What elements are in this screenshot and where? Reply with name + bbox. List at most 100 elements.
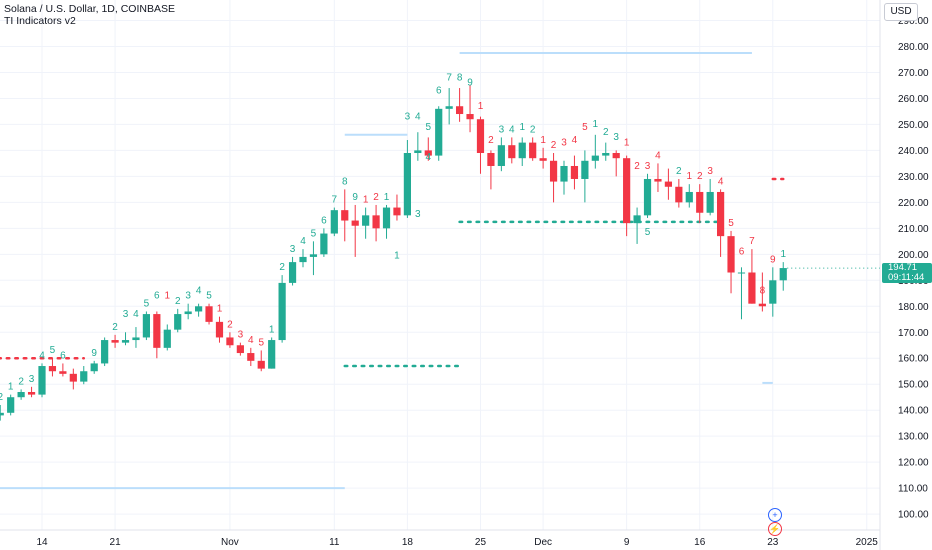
y-tick-label: 100.00: [898, 510, 929, 521]
sequence-count-label: 4: [655, 150, 661, 161]
sequence-count-label: 4: [248, 335, 254, 346]
sequence-count-label: 1: [540, 135, 546, 146]
sequence-count-label: 1: [780, 249, 786, 260]
sequence-count-label: 1: [217, 304, 223, 315]
candle-body: [288, 262, 297, 283]
indicator-title[interactable]: TI Indicators v2: [4, 15, 76, 27]
candle-body: [456, 106, 464, 115]
candle-body: [111, 340, 119, 343]
last-price: 194.71: [888, 262, 918, 273]
sequence-count-label: 4: [39, 350, 45, 361]
sequence-count-label: 4: [133, 309, 139, 320]
sequence-count-label: 4: [415, 111, 421, 122]
x-tick-label: 18: [402, 537, 414, 548]
candle-body: [497, 145, 505, 166]
sequence-count-label: 9: [352, 192, 358, 203]
sequence-count-label: 2: [227, 319, 233, 330]
sequence-count-label: 2: [175, 296, 181, 307]
sequence-count-label: 6: [60, 350, 66, 361]
candle-body: [341, 210, 349, 221]
candle-body: [7, 397, 15, 413]
candle-body: [226, 337, 234, 346]
y-tick-label: 210.00: [898, 224, 929, 235]
sequence-count-label: 3: [499, 124, 505, 135]
sequence-count-label: 9: [91, 348, 97, 359]
sequence-count-label: 2: [279, 262, 285, 273]
y-tick-label: 200.00: [898, 250, 929, 261]
currency-button[interactable]: USD: [884, 3, 918, 21]
candle-body: [696, 191, 704, 213]
plus-icon[interactable]: +: [768, 508, 782, 522]
x-tick-label: 16: [694, 537, 706, 548]
sequence-count-label: 2: [0, 392, 3, 403]
candle-body: [247, 353, 255, 361]
candle-body: [758, 303, 766, 307]
sequence-count-label: 3: [123, 309, 129, 320]
sequence-count-label: 3: [561, 137, 567, 148]
sequence-count-label: 9: [467, 78, 473, 89]
sequence-count-label: 1: [394, 251, 400, 262]
sequence-count-label: 2: [405, 191, 411, 202]
y-tick-label: 260.00: [898, 94, 929, 105]
candle-body: [570, 165, 579, 179]
candle-body: [706, 191, 714, 213]
sequence-count-label: 6: [321, 215, 327, 226]
sequence-count-label: 2: [373, 192, 379, 203]
candle-body: [518, 142, 526, 159]
candle-body: [320, 233, 328, 255]
sequence-count-label: 5: [50, 345, 56, 356]
candle-body: [382, 207, 391, 229]
sequence-count-label: 2: [697, 171, 703, 182]
sequence-count-label: 5: [645, 227, 651, 238]
sequence-count-label: 1: [269, 324, 275, 335]
candle-body: [539, 158, 547, 161]
x-tick-label: 2025: [856, 537, 879, 548]
candle-body: [278, 282, 286, 341]
sequence-count-label: 1: [686, 171, 692, 182]
sequence-count-label: 9: [770, 254, 776, 265]
sequence-count-label: 5: [206, 291, 212, 302]
sequence-count-label: 3: [290, 244, 296, 255]
sequence-count-label: 1: [363, 195, 369, 206]
x-tick-label: 21: [110, 537, 122, 548]
symbol-title[interactable]: Solana / U.S. Dollar, 1D, COINBASE: [4, 3, 175, 15]
candle-body: [330, 210, 338, 234]
candle-body: [59, 371, 67, 374]
candle-body: [69, 373, 77, 382]
sequence-count-label: 3: [415, 209, 421, 220]
candle-body: [664, 181, 672, 187]
sequence-count-label: 5: [311, 228, 317, 239]
sequence-count-label: 4: [509, 124, 515, 135]
sequence-count-label: 7: [332, 195, 338, 206]
candle-body: [121, 340, 130, 343]
candle-body: [508, 145, 516, 159]
candle-body: [476, 119, 485, 153]
candle-body: [142, 314, 150, 338]
sequence-count-label: 3: [613, 132, 619, 143]
last-price-tag: 194.71 09:11:44: [882, 263, 932, 283]
lightning-icon[interactable]: ⚡: [768, 522, 782, 536]
candle-body: [351, 220, 359, 226]
y-tick-label: 250.00: [898, 120, 929, 131]
sequence-count-label: 4: [718, 176, 724, 187]
candle-body: [205, 306, 213, 322]
candle-body: [0, 412, 4, 416]
candle-body: [17, 392, 25, 398]
candle-body: [748, 272, 756, 304]
sequence-count-label: 8: [342, 176, 348, 187]
y-tick-label: 230.00: [898, 172, 929, 183]
candle-body: [403, 152, 411, 216]
x-tick-label: 25: [475, 537, 487, 548]
candle-body: [769, 280, 777, 304]
sequence-count-label: 2: [530, 124, 536, 135]
y-tick-label: 150.00: [898, 380, 929, 391]
sequence-count-label: 8: [760, 285, 766, 296]
sequence-count-label: 1: [102, 343, 108, 354]
sequence-count-label: 1: [164, 291, 170, 302]
sequence-count-label: 2: [488, 135, 494, 146]
y-tick-label: 240.00: [898, 146, 929, 157]
candle-body: [174, 314, 182, 330]
sequence-count-label: 5: [425, 122, 431, 133]
